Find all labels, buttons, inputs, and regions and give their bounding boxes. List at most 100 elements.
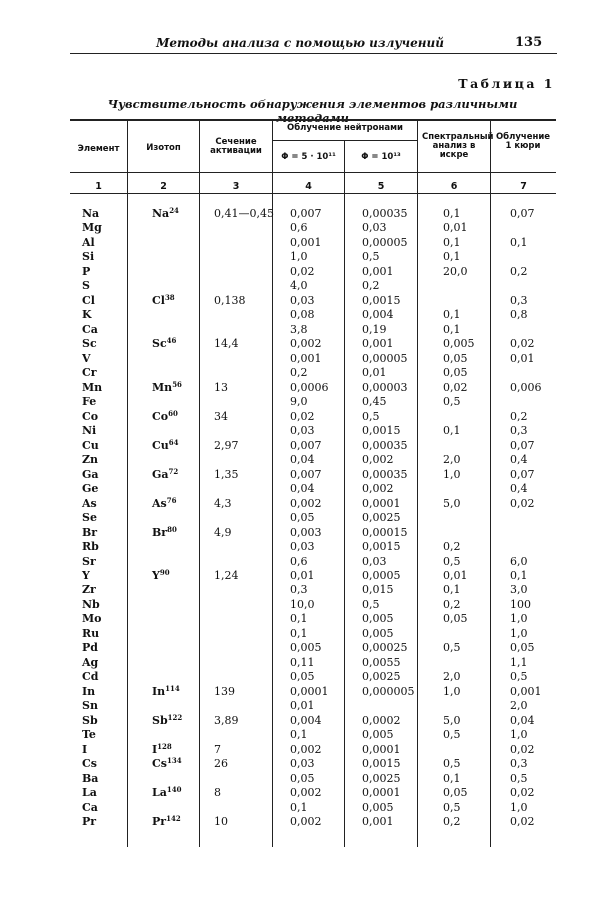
cell-curie: 0,8	[510, 308, 528, 322]
cell-spectral: 0,05	[443, 786, 468, 800]
table-row: V 0,001 0,00005 0,05 0,01	[0, 352, 600, 367]
cell-spectral: 0,2	[443, 815, 461, 829]
cell-element: Nb	[82, 597, 100, 611]
cell-spectral: 0,5	[443, 757, 461, 771]
cell-spectral: 0,05	[443, 612, 468, 626]
cell-spectral: 0,1	[443, 583, 461, 597]
cell-flux-1: 0,01	[290, 699, 315, 713]
table-row: Sr 0,6 0,03 0,5 6,0	[0, 555, 600, 570]
cell-flux-2: 0,00005	[362, 351, 408, 365]
cell-curie: 0,1	[510, 569, 528, 582]
cell-spectral: 5,0	[443, 496, 461, 510]
cell-spectral: 2,0	[443, 670, 461, 684]
cell-spectral: 0,02	[443, 380, 468, 394]
cell-element: Co	[82, 409, 99, 423]
cell-isotope: Cl38	[152, 292, 175, 307]
cell-activation: 34	[214, 409, 228, 423]
cell-activation: 26	[214, 757, 228, 771]
table-row: Nb 10,0 0,5 0,2 100	[0, 598, 600, 613]
cell-activation: 4,3	[214, 496, 232, 510]
cell-flux-2: 0,002	[362, 482, 394, 496]
cell-flux-1: 0,02	[290, 264, 315, 278]
table-row: In In114 139 0,0001 0,000005 1,0 0,001	[0, 685, 600, 700]
header-neutron-group: Облучение нейтронами	[286, 123, 404, 133]
cell-isotope: Na24	[152, 206, 179, 220]
cell-spectral: 0,2	[443, 540, 461, 554]
cell-flux-2: 0,0015	[362, 293, 401, 307]
cell-curie: 0,3	[510, 757, 528, 771]
cell-element: Rb	[82, 540, 99, 554]
cell-spectral: 0,005	[443, 337, 475, 351]
cell-activation: 2,97	[214, 438, 239, 452]
cell-flux-2: 0,0025	[362, 670, 401, 684]
cell-curie: 0,07	[510, 207, 535, 220]
header-activation-section: Сечение активации	[210, 137, 262, 156]
cell-isotope: Ga72	[152, 466, 179, 481]
running-head: Методы анализа с помощью излучений	[156, 36, 444, 50]
cell-curie: 1,0	[510, 612, 528, 626]
table-row: Al 0,001 0,00005 0,1 0,1	[0, 236, 600, 251]
cell-element: Y	[82, 569, 90, 582]
cell-activation: 0,138	[214, 293, 246, 307]
cell-flux-1: 0,002	[290, 742, 322, 756]
cell-element: Br	[82, 525, 98, 539]
cell-flux-2: 0,005	[362, 626, 394, 640]
cell-element: Cs	[82, 757, 97, 771]
column-divider	[199, 119, 201, 847]
cell-flux-2: 0,000005	[362, 684, 415, 698]
table-row: Ag 0,11 0,0055 1,1	[0, 656, 600, 671]
cell-activation: 7	[214, 742, 221, 756]
table-row: Se 0,05 0,0025	[0, 511, 600, 526]
cell-spectral: 0,1	[443, 424, 461, 438]
cell-flux-2: 0,0015	[362, 424, 401, 438]
cell-curie: 0,5	[510, 670, 528, 684]
cell-spectral: 20,0	[443, 264, 468, 278]
header-rule	[70, 53, 557, 54]
cell-element: Zn	[82, 453, 99, 467]
header-flux-1: Φ = 5 · 10¹¹	[281, 152, 336, 162]
table-row: Sc Sc46 14,4 0,002 0,001 0,005 0,02	[0, 337, 600, 352]
cell-spectral: 0,5	[443, 554, 461, 568]
header-curie: Облучение 1 кюри	[495, 132, 551, 151]
cell-spectral: 0,5	[443, 800, 461, 814]
cell-isotope: Co60	[152, 408, 178, 423]
cell-element: Sc	[82, 337, 97, 351]
table-row: Ca 3,8 0,19 0,1	[0, 323, 600, 338]
cell-activation: 3,89	[214, 713, 239, 727]
cell-flux-2: 0,001	[362, 264, 394, 278]
table-label: Таблица 1	[458, 76, 555, 91]
table-row: Pd 0,005 0,00025 0,5 0,05	[0, 641, 600, 656]
cell-activation: 0,41—0,45	[214, 207, 274, 220]
cell-isotope: Mn56	[152, 379, 182, 394]
table-row: Br Br80 4,9 0,003 0,00015	[0, 526, 600, 541]
cell-flux-2: 0,00003	[362, 380, 408, 394]
cell-flux-2: 0,0002	[362, 713, 401, 727]
table-row: K 0,08 0,004 0,1 0,8	[0, 308, 600, 323]
table-row: Ba 0,05 0,0025 0,1 0,5	[0, 772, 600, 787]
cell-curie: 1,0	[510, 626, 528, 640]
header-rule-bottom	[70, 172, 556, 173]
cell-curie: 0,02	[510, 786, 535, 800]
table-row: Co Co60 34 0,02 0,5 0,2	[0, 410, 600, 425]
cell-activation: 14,4	[214, 337, 239, 351]
cell-flux-1: 0,1	[290, 800, 308, 814]
table-row: Rb 0,03 0,0015 0,2	[0, 540, 600, 555]
cell-curie: 0,04	[510, 713, 535, 727]
cell-flux-1: 0,005	[290, 641, 322, 655]
table-row: Cr 0,2 0,01 0,05	[0, 366, 600, 381]
table-row: Zn 0,04 0,002 2,0 0,4	[0, 453, 600, 468]
cell-flux-2: 0,0025	[362, 771, 401, 785]
cell-spectral: 1,0	[443, 684, 461, 698]
cell-element: Sb	[82, 713, 98, 727]
cell-activation: 1,35	[214, 467, 239, 481]
column-number: 3	[232, 181, 240, 192]
cell-flux-1: 0,03	[290, 757, 315, 771]
page-number: 135	[515, 35, 543, 50]
cell-isotope: Br80	[152, 524, 177, 539]
cell-flux-2: 0,0001	[362, 496, 401, 510]
table-row: Cs Cs134 26 0,03 0,0015 0,5 0,3	[0, 757, 600, 772]
column-divider	[344, 140, 346, 847]
cell-flux-2: 0,0015	[362, 540, 401, 554]
cell-element: K	[82, 308, 92, 322]
cell-spectral: 2,0	[443, 453, 461, 467]
